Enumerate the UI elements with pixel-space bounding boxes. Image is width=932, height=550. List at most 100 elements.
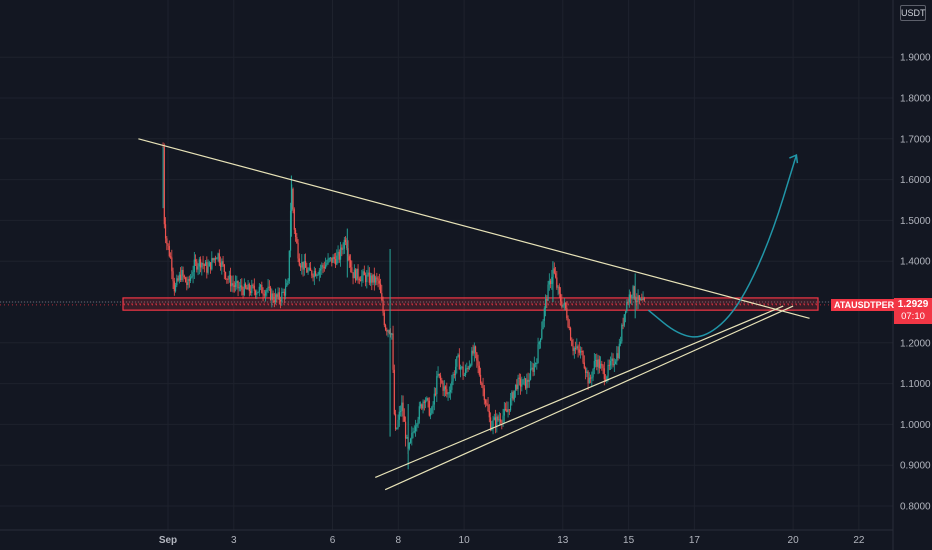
grid (0, 0, 893, 530)
time-tick-label: 17 (689, 535, 701, 546)
candle-body (428, 400, 430, 416)
candle-body (494, 417, 497, 427)
candle-body (191, 276, 193, 278)
candle-body (533, 363, 535, 372)
candle-body (483, 388, 485, 401)
candle-body (642, 298, 644, 301)
price-tick-label: 1.6000 (900, 175, 931, 186)
projection-path (647, 154, 798, 338)
candle-body (314, 271, 317, 276)
candle-body (268, 286, 270, 288)
candles (162, 142, 645, 470)
candle-body (449, 389, 452, 393)
candle-body (469, 365, 472, 367)
candle-body (396, 427, 398, 429)
candle-body (401, 402, 403, 411)
candle-body (523, 378, 525, 380)
candle-body (258, 286, 260, 292)
candle-body (301, 261, 303, 268)
candle-body (269, 287, 272, 300)
trendlines (138, 138, 810, 491)
candle-body (394, 414, 397, 429)
candle-body (606, 376, 608, 382)
candle-body (214, 258, 217, 260)
candle-body (412, 432, 414, 434)
candle-body (217, 253, 219, 259)
candle-body (588, 377, 590, 384)
time-tick-label: 22 (853, 535, 865, 546)
candle-body (486, 403, 488, 405)
candle-body (277, 292, 279, 297)
candle-body (393, 369, 395, 415)
candle-body (517, 377, 519, 390)
candle-body (636, 300, 638, 302)
price-tick-label: 1.0000 (900, 420, 931, 431)
candle-body (556, 277, 558, 288)
candle-body (263, 294, 265, 296)
candle-body (257, 291, 259, 293)
candle-body (256, 292, 258, 295)
support-resistance-zone (122, 297, 819, 311)
candle-body (231, 283, 233, 287)
candle-body (468, 365, 470, 369)
time-axis[interactable]: Sep 3 6 8 10 13 15 17 20 22 (159, 535, 865, 546)
candle-body (262, 293, 264, 295)
candle-body (581, 350, 583, 352)
candle-body (244, 283, 247, 288)
candle-body (364, 275, 367, 283)
candle-body (177, 278, 179, 281)
candle-body (212, 258, 214, 261)
candle-body (602, 365, 604, 369)
candle-body (166, 238, 168, 244)
candle-body (403, 416, 405, 422)
candle-body (362, 271, 364, 276)
time-tick-label: 10 (459, 535, 471, 546)
candle-body (194, 259, 197, 262)
candle-body (187, 279, 189, 286)
price-tick-label: 1.5000 (900, 216, 931, 227)
candle-body (197, 266, 199, 270)
candle-body (339, 247, 342, 260)
candle-body (439, 375, 442, 381)
candle-body (553, 268, 555, 274)
candle-body (409, 438, 412, 443)
candle-body (333, 256, 335, 260)
candle-body (624, 311, 627, 315)
candle-body (537, 344, 539, 364)
candle-body (327, 258, 329, 264)
candle-body (411, 432, 413, 439)
candle-body (391, 333, 393, 335)
candle-body (614, 361, 617, 364)
candle-body (418, 406, 420, 420)
price-tick-label: 1.2000 (900, 338, 931, 349)
candle-body (599, 363, 602, 369)
candle-body (484, 400, 487, 404)
candle-body (434, 393, 437, 395)
candle-body (464, 368, 467, 376)
candle-body (381, 292, 383, 301)
candle-body (471, 350, 473, 366)
price-tick-label: 1.4000 (900, 257, 931, 268)
candle-body (519, 378, 522, 387)
currency-label[interactable]: USDT (900, 5, 926, 21)
candle-body (543, 308, 545, 321)
candle-body (477, 360, 479, 366)
candle-body (496, 416, 498, 427)
candle-body (349, 260, 352, 268)
candle-body (487, 404, 489, 411)
candle-body (558, 286, 560, 294)
time-tick-label: 20 (788, 535, 800, 546)
candle-body (577, 346, 579, 350)
candle-body (546, 298, 548, 301)
candle-body (548, 280, 550, 285)
candle-body (569, 327, 572, 340)
candle-body (386, 329, 388, 332)
candle-body (607, 364, 609, 377)
price-tick-label: 1.7000 (900, 134, 931, 145)
candle-body (532, 367, 534, 372)
candle-body (253, 285, 255, 291)
candle-body (621, 324, 623, 342)
candle-body (592, 369, 594, 378)
candle-body (598, 359, 600, 369)
